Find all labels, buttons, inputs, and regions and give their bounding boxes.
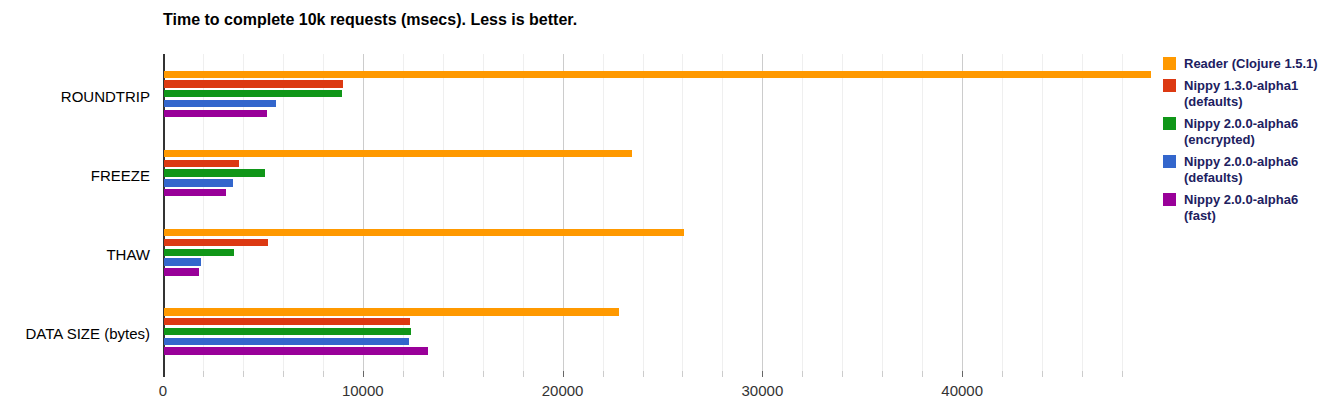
axis-tick bbox=[682, 371, 683, 377]
axis-tick bbox=[762, 371, 763, 377]
minor-gridline bbox=[1082, 54, 1083, 371]
axis-tick bbox=[722, 371, 723, 377]
x-axis-label: 20000 bbox=[542, 382, 584, 399]
legend-swatch-icon bbox=[1163, 57, 1176, 70]
minor-gridline bbox=[1042, 54, 1043, 371]
bar-thaw-reader-clojure-1-5-1[interactable] bbox=[164, 229, 684, 236]
minor-gridline bbox=[603, 54, 604, 371]
x-axis-label: 0 bbox=[159, 382, 167, 399]
major-gridline bbox=[962, 54, 963, 371]
minor-gridline bbox=[1002, 54, 1003, 371]
bar-data-size-bytes-nippy-2-0-0-alpha6-encrypted[interactable] bbox=[164, 328, 411, 335]
legend-item-label: Nippy 2.0.0-alpha6 (defaults) bbox=[1184, 154, 1332, 186]
minor-gridline bbox=[443, 54, 444, 371]
bar-freeze-reader-clojure-1-5-1[interactable] bbox=[164, 150, 632, 157]
bar-freeze-nippy-2-0-0-alpha6-encrypted[interactable] bbox=[164, 169, 265, 176]
axis-tick bbox=[922, 371, 923, 377]
axis-tick bbox=[203, 371, 204, 377]
axis-tick bbox=[1082, 371, 1083, 377]
bar-freeze-nippy-2-0-0-alpha6-fast[interactable] bbox=[164, 189, 226, 196]
category-label-thaw: THAW bbox=[0, 246, 150, 263]
minor-gridline bbox=[643, 54, 644, 371]
axis-tick bbox=[483, 371, 484, 377]
major-gridline bbox=[762, 54, 763, 371]
axis-tick bbox=[1002, 371, 1003, 377]
chart: Time to complete 10k requests (msecs). L… bbox=[0, 0, 1332, 414]
bar-roundtrip-nippy-2-0-0-alpha6-encrypted[interactable] bbox=[164, 90, 342, 97]
minor-gridline bbox=[722, 54, 723, 371]
minor-gridline bbox=[802, 54, 803, 371]
axis-tick bbox=[1042, 371, 1043, 377]
category-label-roundtrip: ROUNDTRIP bbox=[0, 87, 150, 104]
legend-item-nippy-2-0-0-alpha6-encrypted: Nippy 2.0.0-alpha6 (encrypted) bbox=[1163, 116, 1332, 148]
axis-tick bbox=[842, 371, 843, 377]
axis-tick bbox=[962, 371, 963, 377]
bar-thaw-nippy-2-0-0-alpha6-defaults[interactable] bbox=[164, 258, 201, 265]
axis-tick bbox=[283, 371, 284, 377]
bar-data-size-bytes-reader-clojure-1-5-1[interactable] bbox=[164, 308, 619, 315]
major-gridline bbox=[563, 54, 564, 371]
x-axis-label: 40000 bbox=[941, 382, 983, 399]
category-label-data-size-bytes: DATA SIZE (bytes) bbox=[0, 325, 150, 342]
plot-area bbox=[163, 54, 1155, 371]
legend-item-reader-clojure-1-5-1: Reader (Clojure 1.5.1) bbox=[1163, 56, 1332, 72]
legend-item-nippy-2-0-0-alpha6-defaults: Nippy 2.0.0-alpha6 (defaults) bbox=[1163, 154, 1332, 186]
legend-swatch-icon bbox=[1163, 117, 1176, 130]
bar-thaw-nippy-2-0-0-alpha6-fast[interactable] bbox=[164, 268, 199, 275]
axis-tick bbox=[802, 371, 803, 377]
x-axis-label: 30000 bbox=[742, 382, 784, 399]
bar-roundtrip-reader-clojure-1-5-1[interactable] bbox=[164, 71, 1151, 78]
legend-swatch-icon bbox=[1163, 193, 1176, 206]
axis-tick bbox=[403, 371, 404, 377]
bar-roundtrip-nippy-2-0-0-alpha6-fast[interactable] bbox=[164, 110, 267, 117]
axis-tick bbox=[882, 371, 883, 377]
bar-data-size-bytes-nippy-1-3-0-alpha1-defaults[interactable] bbox=[164, 318, 410, 325]
axis-tick bbox=[643, 371, 644, 377]
bar-thaw-nippy-1-3-0-alpha1-defaults[interactable] bbox=[164, 239, 268, 246]
bar-data-size-bytes-nippy-2-0-0-alpha6-fast[interactable] bbox=[164, 347, 428, 354]
minor-gridline bbox=[483, 54, 484, 371]
x-axis-label: 10000 bbox=[342, 382, 384, 399]
axis-tick bbox=[363, 371, 364, 377]
minor-gridline bbox=[682, 54, 683, 371]
axis-tick bbox=[443, 371, 444, 377]
legend-item-label: Nippy 2.0.0-alpha6 (fast) bbox=[1184, 192, 1332, 224]
bar-roundtrip-nippy-2-0-0-alpha6-defaults[interactable] bbox=[164, 100, 276, 107]
legend-item-label: Nippy 2.0.0-alpha6 (encrypted) bbox=[1184, 116, 1332, 148]
axis-tick bbox=[243, 371, 244, 377]
legend-item-nippy-2-0-0-alpha6-fast: Nippy 2.0.0-alpha6 (fast) bbox=[1163, 192, 1332, 224]
category-label-freeze: FREEZE bbox=[0, 166, 150, 183]
minor-gridline bbox=[882, 54, 883, 371]
legend-swatch-icon bbox=[1163, 155, 1176, 168]
axis-tick bbox=[1122, 371, 1123, 377]
bar-freeze-nippy-2-0-0-alpha6-defaults[interactable] bbox=[164, 179, 233, 186]
legend-item-nippy-1-3-0-alpha1-defaults: Nippy 1.3.0-alpha1 (defaults) bbox=[1163, 78, 1332, 110]
axis-tick bbox=[563, 371, 564, 377]
minor-gridline bbox=[842, 54, 843, 371]
legend-item-label: Nippy 1.3.0-alpha1 (defaults) bbox=[1184, 78, 1332, 110]
bar-freeze-nippy-1-3-0-alpha1-defaults[interactable] bbox=[164, 160, 239, 167]
legend: Reader (Clojure 1.5.1) Nippy 1.3.0-alpha1… bbox=[1163, 56, 1332, 224]
minor-gridline bbox=[523, 54, 524, 371]
legend-swatch-icon bbox=[1163, 79, 1176, 92]
legend-item-label: Reader (Clojure 1.5.1) bbox=[1184, 56, 1318, 72]
bar-roundtrip-nippy-1-3-0-alpha1-defaults[interactable] bbox=[164, 80, 343, 87]
axis-tick bbox=[523, 371, 524, 377]
chart-title: Time to complete 10k requests (msecs). L… bbox=[163, 11, 577, 29]
axis-tick bbox=[603, 371, 604, 377]
bar-data-size-bytes-nippy-2-0-0-alpha6-defaults[interactable] bbox=[164, 338, 409, 345]
minor-gridline bbox=[1122, 54, 1123, 371]
axis-tick bbox=[323, 371, 324, 377]
minor-gridline bbox=[922, 54, 923, 371]
bar-thaw-nippy-2-0-0-alpha6-encrypted[interactable] bbox=[164, 249, 234, 256]
